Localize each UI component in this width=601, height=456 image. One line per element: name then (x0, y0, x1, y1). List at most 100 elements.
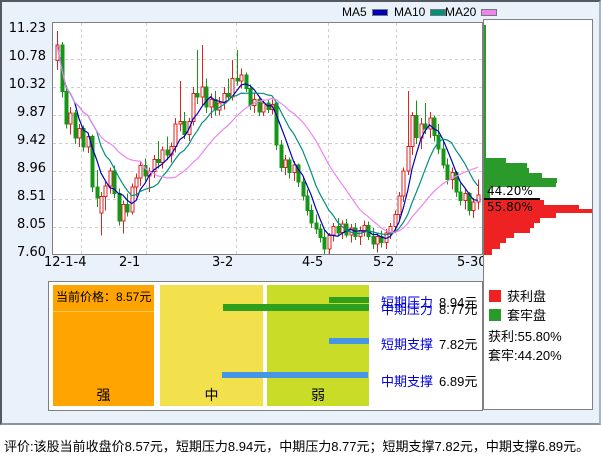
chip-bar (484, 249, 492, 255)
candle (331, 226, 336, 236)
y-tick-label: 11.23 (8, 21, 46, 36)
profit-percent-label: 55.80% (487, 200, 533, 214)
candle (200, 86, 205, 98)
candle (117, 192, 122, 222)
x-tick-label: 12-1-4 (44, 255, 87, 270)
ma10-legend-item: MA10 (394, 4, 447, 20)
candle (463, 192, 468, 202)
zone-weak-label: 弱 (311, 387, 325, 403)
candle (204, 86, 209, 108)
ma5-legend-item: MA5 (342, 4, 388, 20)
mid-pressure-row: 中期压力 8.77元 (381, 299, 477, 318)
chip-bar (484, 238, 506, 243)
chip-bar (484, 25, 486, 198)
candle (235, 78, 240, 82)
candle (121, 203, 126, 222)
ma10-legend-label: MA10 (394, 5, 426, 19)
candle (143, 165, 148, 177)
candle (292, 164, 297, 173)
candle (257, 99, 262, 113)
trapped-ratio-text: 套牢:44.20% (488, 348, 562, 363)
candle (261, 102, 266, 113)
candle (152, 158, 157, 173)
short-support-value: 7.82元 (439, 337, 478, 352)
candle (134, 177, 139, 188)
chip-bar (484, 209, 597, 213)
zone-medium-label: 中 (204, 387, 219, 403)
candlestick-svg (53, 23, 482, 255)
y-tick-label: 9.42 (17, 132, 46, 148)
trapped-legend-item: 套牢盘 (489, 305, 546, 324)
profit-ratio-text: 获利:55.80% (488, 329, 562, 344)
candle (476, 194, 481, 203)
chip-bar (484, 178, 557, 183)
short-pressure-label: 短期压力 (381, 295, 434, 310)
chip-bar (484, 243, 500, 249)
y-tick-label: 7.60 (17, 245, 46, 260)
mid-support-row: 中期支撑 6.89元 (381, 371, 477, 390)
ma5-color-swatch (371, 8, 388, 16)
y-tick-label: 8.96 (17, 161, 46, 177)
candle (458, 191, 463, 202)
candle (138, 165, 143, 179)
candle (432, 117, 437, 136)
x-tick-label: 3-2 (212, 255, 234, 270)
candle (195, 92, 200, 98)
trapped-legend-label: 套牢盘 (507, 308, 547, 323)
candle (182, 121, 187, 136)
candle (371, 236, 376, 245)
candle (445, 164, 450, 181)
candle (406, 145, 411, 172)
candle (156, 158, 161, 163)
y-tick-label: 8.51 (17, 188, 46, 204)
trapped-percent-label: 44.20% (487, 184, 533, 198)
candlestick-chart (52, 22, 483, 255)
short-pressure-bar (329, 297, 369, 303)
ma20-line (56, 45, 479, 233)
ma20-legend-label: MA20 (445, 5, 477, 19)
zone-strong-label: 强 (96, 387, 111, 403)
chip-bar (484, 223, 534, 228)
candle (423, 123, 428, 130)
candle (410, 115, 415, 147)
short-pressure-value: 8.94元 (439, 295, 478, 310)
chip-bar (484, 173, 542, 178)
candle (64, 91, 69, 125)
short-support-label: 短期支撑 (381, 337, 434, 352)
candle (309, 210, 314, 224)
mid-support-bar (222, 372, 368, 378)
chip-bar (484, 233, 514, 238)
ma20-legend-item: MA20 (445, 4, 498, 20)
candle (73, 112, 78, 139)
candle (362, 224, 367, 231)
candle (248, 87, 253, 107)
mid-pressure-value: 8.77元 (439, 302, 478, 317)
x-tick-label: 5-30 (457, 255, 487, 270)
candle (336, 226, 341, 234)
candle (239, 74, 244, 82)
short-pressure-row: 短期压力 8.94元 (381, 292, 477, 311)
profit-color-swatch (489, 289, 501, 302)
candle (393, 213, 398, 228)
candle (165, 149, 170, 156)
chip-bar (484, 158, 506, 163)
chip-bar (484, 168, 529, 173)
main-panel: MA5 MA10 MA20 11.23 10.78 10.32 9.87 9.42 8.9… (0, 0, 601, 425)
candle (191, 92, 196, 123)
candle (279, 144, 284, 168)
chip-bar (484, 187, 490, 198)
candle (173, 123, 178, 147)
candle (99, 195, 104, 214)
ma10-line (56, 45, 479, 236)
candle (90, 136, 95, 188)
profit-legend-label: 获利盘 (507, 289, 547, 304)
candle (287, 159, 292, 173)
candle (103, 185, 108, 197)
candle (160, 149, 165, 163)
ma5-legend-label: MA5 (342, 5, 367, 19)
zone-strong: 当前价格：8.57元 强 (53, 285, 154, 406)
evaluation-text: 评价:该股当前收盘价8.57元，短期压力8.94元，中期压力8.77元；短期支撑… (4, 439, 590, 454)
candle (388, 226, 393, 234)
mid-pressure-label: 中期压力 (381, 302, 434, 317)
